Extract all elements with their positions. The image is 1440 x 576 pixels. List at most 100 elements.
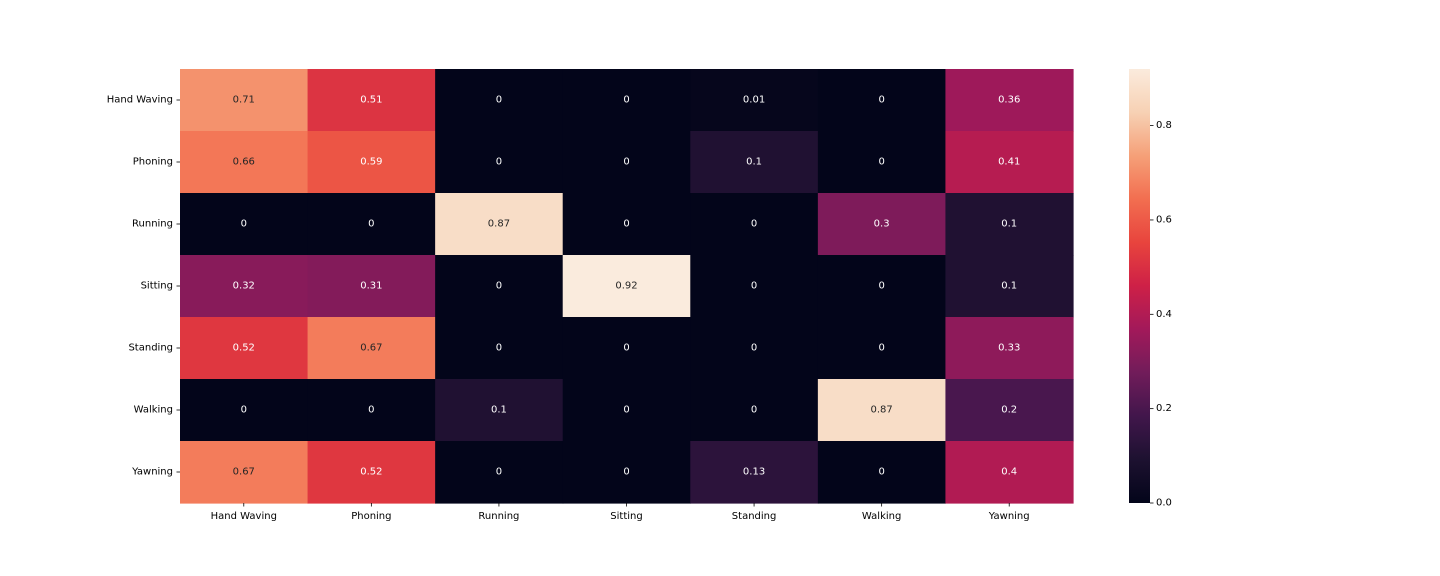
cell-value-label: 0 — [878, 95, 884, 106]
heatmap-cell-yawning-running — [435, 441, 564, 504]
y-tick-label: Yawning — [131, 467, 173, 478]
heatmap-cell-phoning-running — [435, 131, 564, 194]
heatmap-cell-hand-waving-yawning — [945, 69, 1074, 132]
cell-value-label: 0 — [496, 281, 502, 292]
heatmap-cell-running-walking — [817, 193, 947, 256]
colorbar-tick-label: 0.4 — [1156, 309, 1172, 320]
heatmap-cell-phoning-phoning — [307, 131, 436, 194]
heatmap-cell-hand-waving-standing — [690, 69, 819, 132]
cell-value-label: 0.67 — [360, 343, 382, 354]
x-tick-label: Standing — [732, 511, 777, 522]
colorbar-tick-label: 0.2 — [1156, 403, 1172, 414]
cell-value-label: 0 — [623, 219, 629, 230]
cell-value-label: 0 — [878, 157, 884, 168]
x-tick-label: Hand Waving — [211, 511, 277, 522]
heatmap-cell-walking-yawning — [945, 379, 1074, 442]
cell-value-label: 0 — [623, 343, 629, 354]
x-tick-label: Running — [478, 511, 519, 522]
y-tick-label: Hand Waving — [107, 95, 173, 106]
y-tick-label: Running — [132, 219, 173, 230]
heatmap-cell-walking-hand-waving — [180, 379, 309, 442]
cell-value-label: 0 — [623, 467, 629, 478]
cell-value-label: 0.87 — [871, 405, 893, 416]
heatmap-cell-sitting-sitting — [562, 255, 691, 318]
x-tick-label: Yawning — [988, 511, 1030, 522]
cell-value-label: 0.31 — [360, 281, 382, 292]
y-axis: Hand Waving Phoning Running Sitting Standing… — [107, 95, 180, 478]
heatmap-cell-standing-standing — [690, 317, 819, 380]
cell-value-label: 0.13 — [743, 467, 765, 478]
cell-value-label: 0 — [368, 405, 374, 416]
cell-value-label: 0.1 — [746, 157, 762, 168]
heatmap-cell-standing-sitting — [562, 317, 691, 380]
cell-value-label: 0 — [241, 219, 247, 230]
y-tick-label: Standing — [128, 343, 173, 354]
heatmap-cell-running-yawning — [945, 193, 1074, 256]
cell-value-label: 0.67 — [233, 467, 255, 478]
cell-value-label: 0.51 — [360, 95, 382, 106]
heatmap-cell-walking-standing — [690, 379, 819, 442]
cell-value-label: 0.1 — [491, 405, 507, 416]
heatmap-cell-running-phoning — [307, 193, 436, 256]
cell-value-label: 0 — [623, 95, 629, 106]
heatmap-cell-sitting-phoning — [307, 255, 436, 318]
x-tick-label: Walking — [862, 511, 901, 522]
colorbar-tick-label: 0.0 — [1156, 498, 1172, 509]
cell-value-label: 0 — [878, 281, 884, 292]
cell-value-label: 0.41 — [998, 157, 1020, 168]
colorbar: 0.0 0.2 0.4 0.6 0.8 — [1129, 69, 1172, 509]
heatmap-cell-yawning-phoning — [307, 441, 436, 504]
heatmap-cell-standing-hand-waving — [180, 317, 309, 380]
cell-value-label: 0.4 — [1001, 467, 1017, 478]
heatmap-cell-phoning-walking — [817, 131, 947, 194]
cell-value-label: 0.1 — [1001, 281, 1017, 292]
heatmap-cell-hand-waving-sitting — [562, 69, 691, 132]
heatmap-cell-yawning-sitting — [562, 441, 691, 504]
cell-value-label: 0 — [496, 95, 502, 106]
cell-value-label: 0.33 — [998, 343, 1020, 354]
cell-value-label: 0.1 — [1001, 219, 1017, 230]
cell-value-label: 0.36 — [998, 95, 1020, 106]
cell-value-label: 0.2 — [1001, 405, 1017, 416]
x-tick-label: Sitting — [610, 511, 642, 522]
heatmap-cell-phoning-sitting — [562, 131, 691, 194]
cell-value-label: 0.32 — [233, 281, 255, 292]
cell-value-label: 0.92 — [615, 281, 637, 292]
heatmap-cell-walking-running — [435, 379, 564, 442]
heatmap-cell-standing-phoning — [307, 317, 436, 380]
heatmap-cell-hand-waving-walking — [817, 69, 947, 132]
heatmap-cell-sitting-yawning — [945, 255, 1074, 318]
cell-value-label: 0.66 — [233, 157, 255, 168]
heatmap-cell-sitting-walking — [817, 255, 947, 318]
colorbar-tick-label: 0.8 — [1156, 120, 1172, 131]
heatmap-cells — [180, 69, 1074, 504]
cell-value-label: 0 — [751, 343, 757, 354]
heatmap-cell-running-standing — [690, 193, 819, 256]
y-tick-label: Walking — [134, 405, 173, 416]
cell-value-label: 0.3 — [874, 219, 890, 230]
cell-value-label: 0 — [751, 405, 757, 416]
heatmap-cell-yawning-standing — [690, 441, 819, 504]
heatmap-annotations: 0.71 0.51 0 0 0.01 0 0.36 0.66 0.59 0 0 0.1 0 0.41 0 0 0… — [233, 95, 1021, 478]
cell-value-label: 0 — [496, 343, 502, 354]
cell-value-label: 0 — [623, 157, 629, 168]
colorbar-tick-label: 0.6 — [1156, 214, 1172, 225]
cell-value-label: 0.59 — [360, 157, 382, 168]
x-tick-label: Phoning — [351, 511, 391, 522]
heatmap-cell-hand-waving-running — [435, 69, 564, 132]
cell-value-label: 0 — [878, 467, 884, 478]
heatmap-cell-running-hand-waving — [180, 193, 309, 256]
heatmap-cell-walking-sitting — [562, 379, 691, 442]
heatmap-cell-yawning-yawning — [945, 441, 1074, 504]
cell-value-label: 0 — [751, 219, 757, 230]
cell-value-label: 0 — [496, 157, 502, 168]
heatmap-cell-phoning-hand-waving — [180, 131, 309, 194]
y-tick-label: Sitting — [141, 281, 173, 292]
cell-value-label: 0 — [878, 343, 884, 354]
heatmap-cell-hand-waving-hand-waving — [180, 69, 309, 132]
x-axis: Hand Waving Phoning Running Sitting Standing… — [211, 503, 1030, 522]
heatmap-cell-running-sitting — [562, 193, 691, 256]
heatmap-cell-yawning-hand-waving — [180, 441, 309, 504]
